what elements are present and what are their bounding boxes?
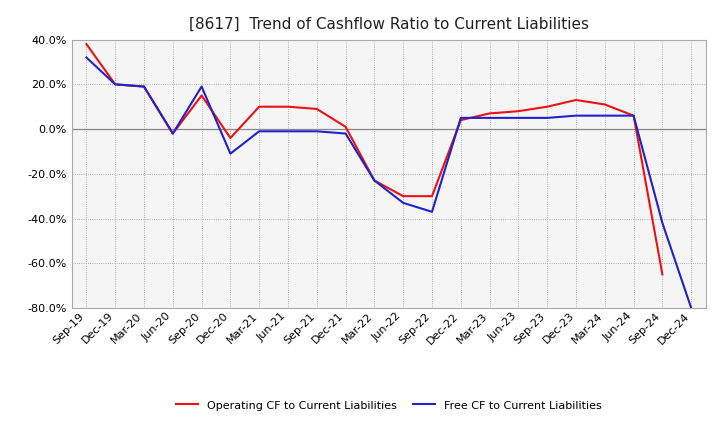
Free CF to Current Liabilities xyxy=(226,151,235,156)
Legend: Operating CF to Current Liabilities, Free CF to Current Liabilities: Operating CF to Current Liabilities, Fre… xyxy=(171,396,606,415)
Free CF to Current Liabilities xyxy=(485,115,494,121)
Free CF to Current Liabilities xyxy=(284,128,292,134)
Free CF to Current Liabilities xyxy=(600,113,609,118)
Operating CF to Current Liabilities xyxy=(140,84,148,89)
Operating CF to Current Liabilities xyxy=(514,109,523,114)
Free CF to Current Liabilities xyxy=(658,220,667,226)
Line: Free CF to Current Liabilities: Free CF to Current Liabilities xyxy=(86,58,691,308)
Free CF to Current Liabilities xyxy=(168,131,177,136)
Free CF to Current Liabilities xyxy=(629,113,638,118)
Free CF to Current Liabilities xyxy=(399,200,408,205)
Free CF to Current Liabilities xyxy=(140,84,148,89)
Operating CF to Current Liabilities xyxy=(370,178,379,183)
Operating CF to Current Liabilities xyxy=(428,194,436,199)
Free CF to Current Liabilities xyxy=(111,82,120,87)
Title: [8617]  Trend of Cashflow Ratio to Current Liabilities: [8617] Trend of Cashflow Ratio to Curren… xyxy=(189,16,589,32)
Operating CF to Current Liabilities xyxy=(284,104,292,109)
Free CF to Current Liabilities xyxy=(255,128,264,134)
Operating CF to Current Liabilities xyxy=(658,272,667,277)
Operating CF to Current Liabilities xyxy=(168,131,177,136)
Operating CF to Current Liabilities xyxy=(572,97,580,103)
Free CF to Current Liabilities xyxy=(456,115,465,121)
Free CF to Current Liabilities xyxy=(341,131,350,136)
Free CF to Current Liabilities xyxy=(312,128,321,134)
Free CF to Current Liabilities xyxy=(572,113,580,118)
Free CF to Current Liabilities xyxy=(197,84,206,89)
Line: Operating CF to Current Liabilities: Operating CF to Current Liabilities xyxy=(86,44,662,275)
Free CF to Current Liabilities xyxy=(82,55,91,60)
Free CF to Current Liabilities xyxy=(687,305,696,311)
Operating CF to Current Liabilities xyxy=(543,104,552,109)
Free CF to Current Liabilities xyxy=(514,115,523,121)
Operating CF to Current Liabilities xyxy=(82,41,91,47)
Operating CF to Current Liabilities xyxy=(197,93,206,98)
Free CF to Current Liabilities xyxy=(543,115,552,121)
Operating CF to Current Liabilities xyxy=(600,102,609,107)
Operating CF to Current Liabilities xyxy=(341,124,350,129)
Operating CF to Current Liabilities xyxy=(255,104,264,109)
Operating CF to Current Liabilities xyxy=(485,111,494,116)
Operating CF to Current Liabilities xyxy=(312,106,321,112)
Operating CF to Current Liabilities xyxy=(226,136,235,141)
Operating CF to Current Liabilities xyxy=(629,113,638,118)
Operating CF to Current Liabilities xyxy=(111,82,120,87)
Free CF to Current Liabilities xyxy=(428,209,436,214)
Free CF to Current Liabilities xyxy=(370,178,379,183)
Operating CF to Current Liabilities xyxy=(456,117,465,123)
Operating CF to Current Liabilities xyxy=(399,194,408,199)
